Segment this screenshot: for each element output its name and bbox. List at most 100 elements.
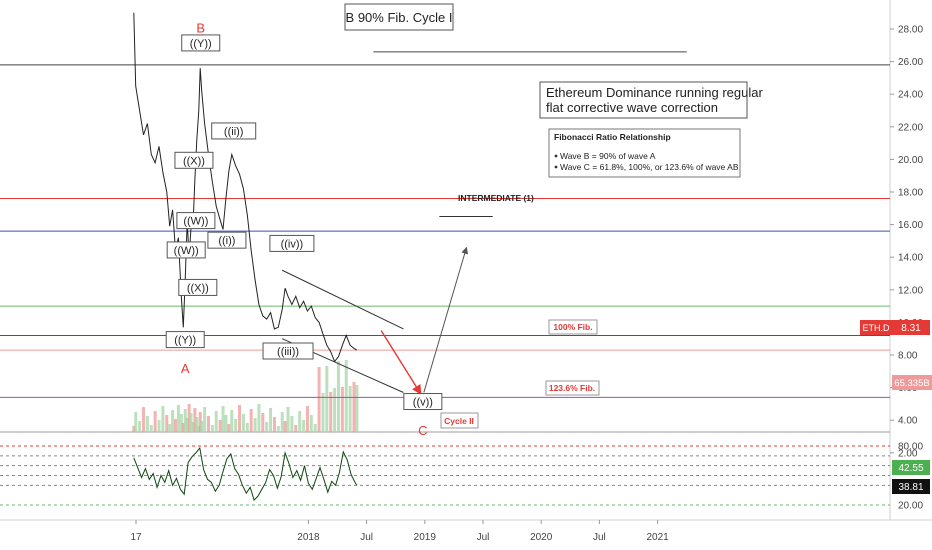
wave-label-box [166,241,206,259]
fib1236-label-box[interactable]: 123.6% Fib. [545,380,600,396]
volume-bar [210,425,214,432]
price-tick-label-3: 22.00 [898,122,923,133]
price-tick-label-1: 26.00 [898,57,923,68]
volume-bar [355,385,359,432]
wave-label-box [269,234,315,252]
horizontal-levels [0,64,890,398]
rsi-tick-label-0: 80.00 [898,442,923,453]
price-tick-label-8: 12.00 [898,285,923,296]
volume-bar [200,421,204,432]
wave-label-box [174,151,214,169]
projection-down-arrow [380,330,422,395]
fib100-label: 100% Fib. [553,322,592,332]
volume-bar [132,426,136,432]
rsi-value-2: 38.81 [898,482,923,493]
volume-bar [269,408,273,432]
volume-badge-label: 65.335B [894,378,929,389]
volume-bar [317,367,321,432]
price-tick-label-4: 20.00 [898,155,923,166]
drawing-tools [281,51,687,395]
volume-bar [145,416,149,432]
wave-label-10: ((iv)) [281,238,304,250]
fibonacci-ratio-box[interactable]: Fibonacci Ratio Relationship Wave B = 90… [548,128,741,178]
main-annotation-line2: flat corrective wave correction [546,100,718,115]
x-tick-label-6: Jul [593,532,606,543]
price-axis-panel[interactable] [890,0,932,550]
volume-bars [132,360,359,432]
volume-bar [176,405,180,432]
wave-label-box [262,342,314,360]
volume-bar [348,386,352,432]
wave-labels: B ((Y)) ((ii)) ((X)) ((W)) ((W)) ((i)) ((X)) ((Y… [165,20,443,438]
x-tick-label-5: 2020 [530,532,553,543]
volume-bar [283,421,287,432]
volume-bar [238,405,242,432]
wave-label-box [181,34,221,52]
x-tick-label-0: 17 [130,532,142,543]
fib100-label-box[interactable]: 100% Fib. [548,319,598,335]
volume-bar [224,415,228,432]
volume-bar [290,416,294,432]
volume-badge[interactable]: 65.335B [892,375,932,390]
wave-label-12: ((v)) [413,397,433,409]
cycle-label-box[interactable]: Cycle II [440,412,479,429]
volume-bar [206,416,210,432]
wave-label-4: ((W)) [183,216,208,228]
volume-bar [302,420,306,432]
volume-bar [333,388,337,432]
x-tick-label-4: Jul [477,532,490,543]
volume-bar [153,411,157,432]
volume-bar [305,406,309,432]
rsi-tick-label-1: 20.00 [898,501,923,512]
main-annotation-box[interactable]: Ethereum Dominance running regular flat … [539,81,763,119]
x-tick-label-1: 2018 [297,532,320,543]
volume-bar [221,406,225,432]
rsi-value-badge-1[interactable]: 42.55 [892,460,930,475]
wave-label-6: ((i)) [218,235,235,247]
title-box[interactable]: B 90% Fib. Cycle I [344,3,454,31]
volume-bar [189,413,193,432]
volume-bar [203,407,207,432]
volume-bar [142,407,145,432]
price-tick-label-10: 8.00 [898,351,918,362]
rsi-value-badge-2[interactable]: 38.81 [892,479,930,494]
volume-bar [321,393,325,432]
volume-bar [234,419,238,432]
volume-bar [286,407,290,432]
volume-bar [294,425,298,432]
volume-bar [352,382,356,432]
fib1236-label: 123.6% Fib. [549,383,595,393]
symbol-price-badge[interactable]: ETH.D 8.31 [860,320,930,335]
rsi-value-1: 42.55 [898,463,923,474]
fib-box-item-2: Wave C = 61.8%, 100%, or 123.6% of wave … [560,162,739,172]
volume-bar [187,404,191,432]
volume-bar [245,423,249,432]
volume-bar [214,411,218,432]
current-price-label: 8.31 [901,323,921,334]
price-tick-label-7: 14.00 [898,253,923,264]
wave-label-box [211,122,257,140]
volume-bar [336,361,340,432]
fib-box-item-1: Wave B = 90% of wave A [560,151,656,161]
volume-bar [253,418,257,432]
x-tick-label-2: Jul [360,532,373,543]
price-series-line [133,12,358,363]
rsi-axis-ticks: 80.00 20.00 [898,442,923,512]
volume-bar [230,410,234,432]
wave-label-1: ((Y)) [190,38,212,50]
wave-label-box [403,393,443,411]
volume-bar [181,423,185,432]
volume-bar [249,409,253,432]
volume-bar [168,424,172,432]
volume-bar [340,387,344,432]
price-tick-label-0: 28.00 [898,25,923,36]
price-axis-ticks: 28.00 26.00 24.00 22.00 20.00 18.00 16.00 14.00… [890,25,923,459]
rsi-series-shadow [133,447,358,501]
volume-bar [241,414,245,432]
wave-label-11: ((iii)) [277,346,299,358]
main-annotation-line1: Ethereum Dominance running regular [546,85,763,100]
time-axis-ticks: 17 2018 Jul 2019 Jul 2020 Jul 2021 [130,520,669,543]
volume-bar [261,413,265,432]
chart-title: B 90% Fib. Cycle I [346,10,453,25]
